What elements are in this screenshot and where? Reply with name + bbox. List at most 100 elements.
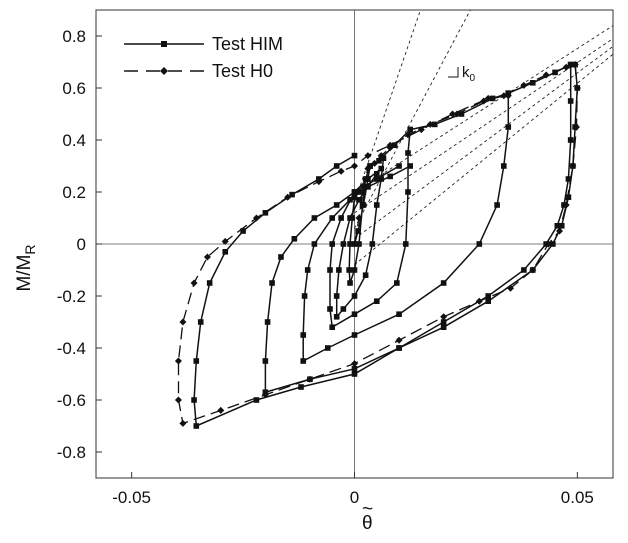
data-point-him-6-13: [351, 371, 358, 377]
data-point-him-6-18: [193, 358, 200, 364]
data-point-h0-2-33: [484, 94, 492, 102]
data-point-h0-2-2: [573, 84, 581, 92]
data-point-h0-2-16: [217, 406, 225, 414]
data-point-him-1-11: [346, 267, 352, 273]
stiffness-annotation: k0: [448, 64, 476, 84]
data-point-him-6-14: [298, 384, 304, 390]
data-point-h0-2-7: [544, 240, 552, 248]
data-point-h0-1-1: [351, 240, 358, 248]
x-tick-label: -0.05: [112, 488, 151, 507]
data-point-h0-2-15: [261, 391, 269, 399]
data-point-him-3-5: [405, 189, 411, 195]
legend: Test HIM Test H0: [124, 34, 283, 81]
data-point-h0-2-19: [174, 357, 182, 365]
data-point-him-3-14: [338, 215, 344, 221]
series-line-him-loop-3: [329, 127, 412, 329]
data-point-him-4-14: [300, 358, 307, 364]
data-point-him-5-7: [565, 176, 572, 182]
data-point-h0-2-34: [504, 92, 512, 100]
data-point-him-1-15: [356, 189, 362, 195]
data-point-him-2-8: [351, 293, 358, 299]
data-point-him-5-12: [485, 293, 492, 299]
data-point-him-3-8: [373, 298, 380, 304]
data-point-him-4-1: [407, 126, 414, 133]
x-tick-label: 0: [350, 488, 359, 507]
data-point-him-1-12: [347, 241, 353, 247]
stiffness-line-6: [354, 53, 613, 266]
stiffness-line-1: [354, 10, 421, 203]
stiffness-line-4: [354, 38, 613, 214]
data-point-him-4-6: [505, 124, 512, 130]
axis-ticks: -0.05 0 0.05 -0.8 -0.6 -0.4 -0.2 0 0.2 0.4 0.6 0.8: [57, 27, 594, 507]
data-point-him-6-12: [396, 345, 402, 351]
data-point-him-2-14: [347, 215, 353, 221]
data-point-him-2-13: [340, 241, 347, 247]
data-point-him-6-24: [289, 191, 295, 198]
data-point-him-6-7: [558, 223, 565, 229]
data-point-him-6-16: [193, 423, 200, 429]
data-point-him-2-11: [333, 293, 340, 299]
data-point-him-3-17: [378, 165, 385, 172]
data-point-h0-2-24: [252, 214, 260, 222]
data-point-him-2-12: [336, 267, 342, 273]
data-point-him-5-27: [396, 163, 402, 169]
data-point-him-2-6: [369, 241, 376, 247]
data-point-him-2-7: [362, 272, 369, 278]
data-point-him-5-6: [567, 137, 574, 143]
data-point-him-6-20: [206, 280, 213, 286]
data-point-h0-1-10: [453, 110, 461, 118]
data-point-him-4-22: [387, 173, 393, 180]
data-point-him-5-24: [333, 202, 340, 208]
x-axis-title: θ ~: [362, 499, 373, 534]
series-line-him-loop-5: [264, 63, 572, 394]
data-point-him-2-1: [367, 163, 373, 169]
data-point-him-4-9: [476, 241, 483, 247]
data-point-him-2-9: [340, 306, 347, 312]
data-point-him-1-16: [360, 189, 367, 195]
data-point-h0-1-5: [371, 159, 379, 167]
data-point-h0-1-13: [520, 81, 528, 89]
data-point-him-1-8: [356, 241, 362, 247]
data-point-him-4-18: [311, 241, 318, 247]
data-point-him-5-22: [291, 236, 298, 242]
data-point-h0-2-29: [364, 152, 372, 160]
data-point-him-4-15: [300, 332, 307, 338]
data-point-h0-1-2: [355, 214, 363, 222]
data-point-h0-1-3: [359, 183, 367, 191]
data-point-h0-2-30: [386, 141, 394, 149]
data-point-h0-2-9: [506, 284, 514, 292]
data-point-him-4-11: [396, 311, 402, 317]
data-point-him-6-27: [351, 152, 358, 159]
data-point-h0-2-17: [179, 419, 187, 427]
data-point-him-1-7: [359, 202, 366, 208]
data-point-him-2-15: [356, 197, 362, 203]
x-axis-title-theta: θ: [362, 513, 373, 534]
data-point-him-2-10: [333, 314, 340, 320]
data-point-him-5-26: [373, 176, 380, 182]
data-point-him-5-20: [269, 280, 275, 286]
y-tick-label: -0.6: [57, 391, 86, 410]
data-point-h0-2-23: [221, 237, 229, 245]
data-point-him-3-7: [394, 280, 400, 286]
data-point-h0-2-3: [572, 123, 580, 131]
data-point-him-5-13: [440, 319, 447, 325]
series-line-h0-loop-1: [353, 63, 576, 245]
data-point-h0-2-12: [395, 336, 403, 344]
data-point-him-2-4: [378, 176, 385, 182]
data-point-him-3-13: [329, 241, 336, 247]
data-point-h0-1-8: [404, 131, 412, 139]
data-point-h0-2-1: [571, 61, 579, 69]
y-axis-title-main: M/M: [14, 255, 35, 292]
data-point-h0-1-14: [542, 71, 550, 79]
data-point-him-3-9: [351, 311, 358, 317]
data-point-h0-2-8: [529, 266, 537, 274]
data-point-him-4-20: [347, 197, 353, 203]
data-point-him-4-2: [431, 121, 438, 128]
data-point-him-5-19: [264, 319, 271, 325]
data-point-him-6-11: [440, 324, 447, 330]
data-point-him-1-10: [347, 280, 353, 286]
slope-triangle-icon: [448, 67, 459, 78]
data-point-him-6-15: [253, 397, 260, 403]
data-point-him-5-3: [552, 69, 558, 76]
data-point-him-5-11: [521, 267, 527, 273]
